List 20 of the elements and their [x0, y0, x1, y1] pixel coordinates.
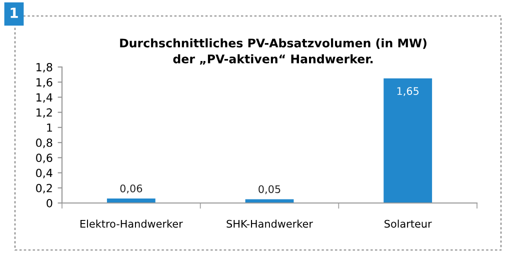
- y-tick-label: 0,4: [36, 168, 52, 178]
- y-tick-label: 0,6: [36, 154, 52, 164]
- bar: [384, 78, 432, 203]
- data-label: 1,65: [397, 87, 419, 96]
- text: 1: [10, 8, 18, 18]
- y-tick-label: 0,2: [36, 184, 52, 194]
- x-tick-label: Elektro-Handwerker: [80, 220, 183, 228]
- y-tick-label: 1,8: [36, 62, 52, 73]
- y-tick-label: 1,6: [36, 78, 52, 88]
- y-tick-label: 0: [46, 198, 52, 208]
- y-tick-label: 1,2: [36, 108, 52, 118]
- bar: [245, 199, 294, 203]
- chart-title: Durchschnittliches PV-Absatzvolumen (in MW) der „PV-aktiven“ Handwerker.: [120, 38, 426, 65]
- x-tick-label: Solarteur: [384, 220, 432, 228]
- x-tick-label: SHK-Handwerker: [226, 220, 313, 228]
- data-label: 0,05: [258, 185, 280, 194]
- y-tick-label: 1: [47, 124, 52, 132]
- y-tick-label: 0,8: [36, 138, 52, 148]
- data-label: 0,06: [120, 184, 142, 194]
- y-tick-label: 1,4: [36, 93, 52, 103]
